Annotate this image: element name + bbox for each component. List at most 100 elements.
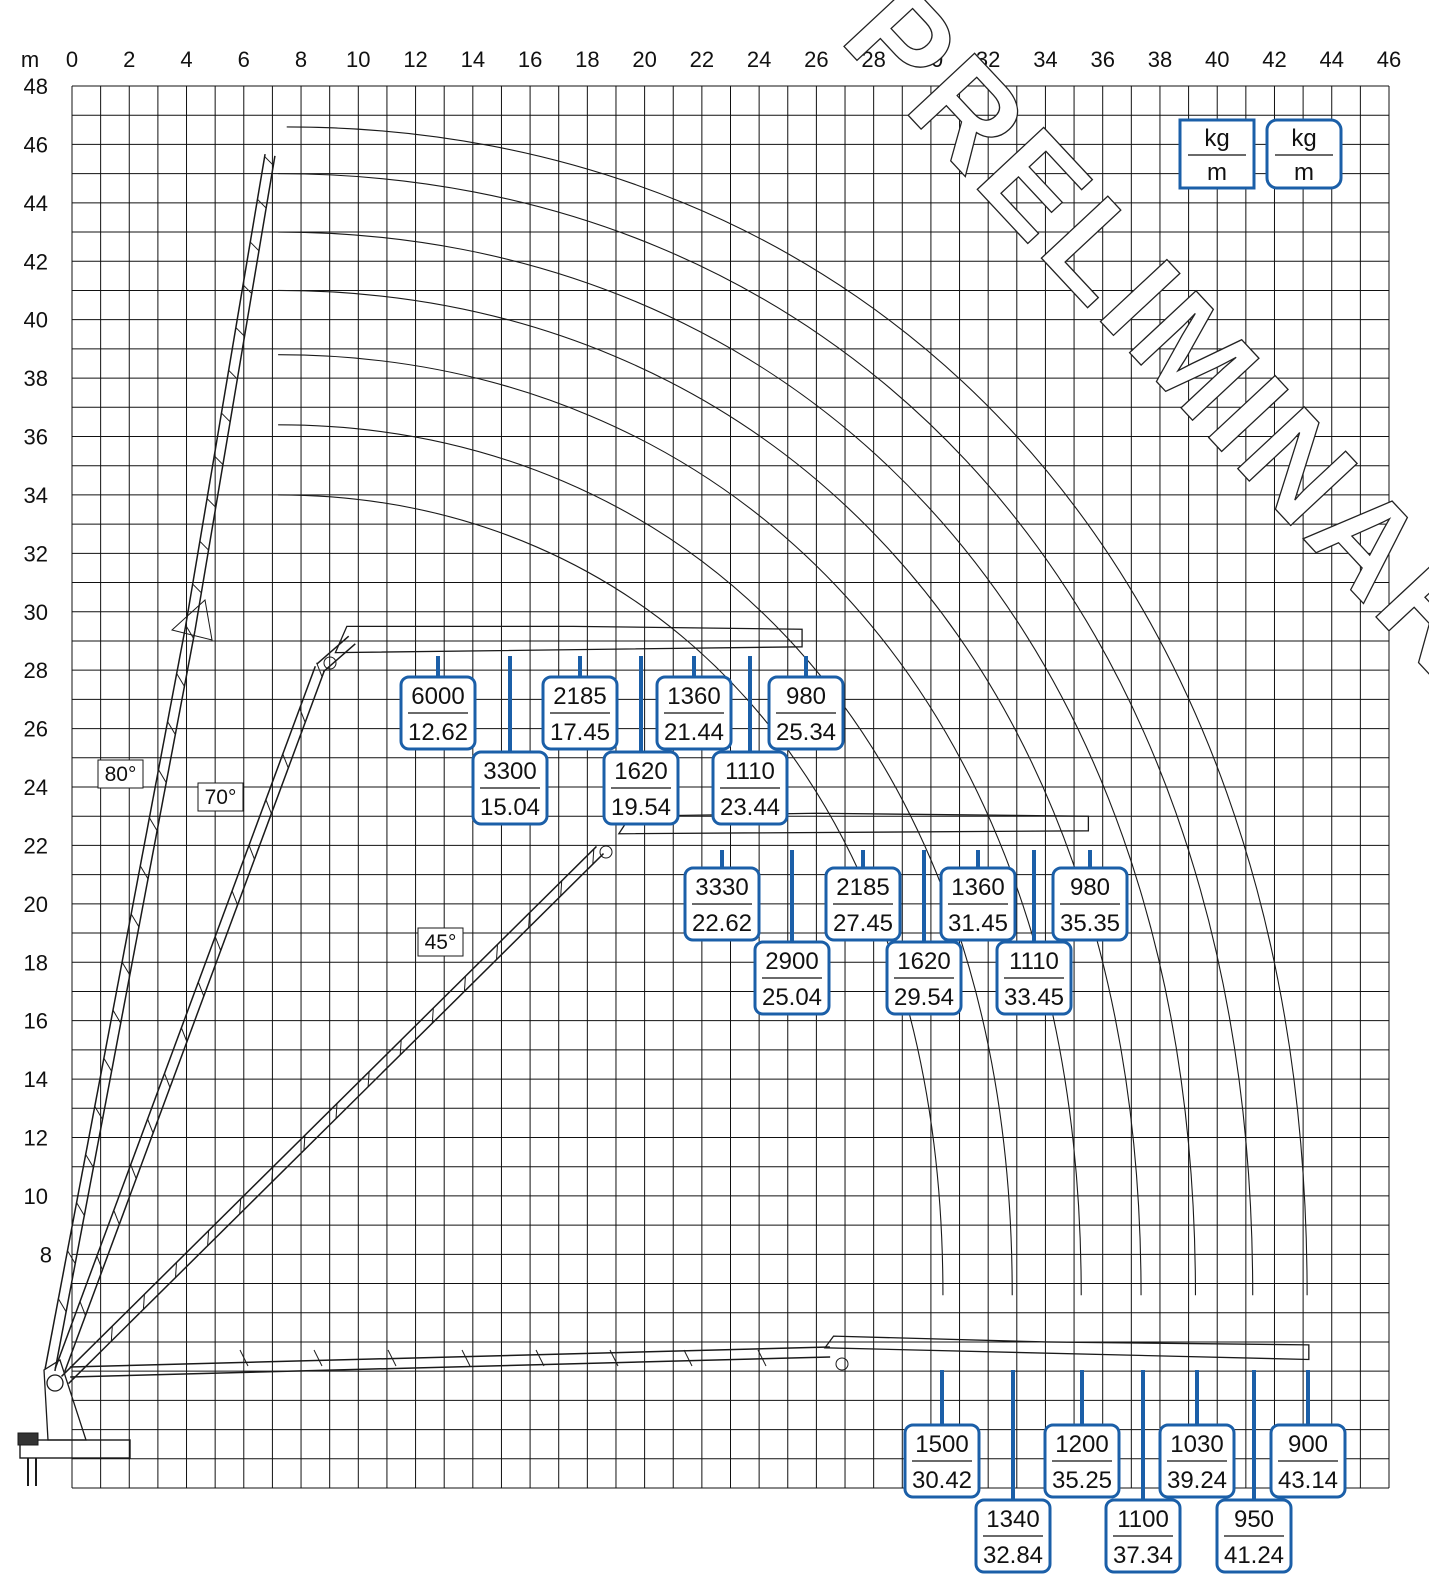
x-tick-label: 14 [461, 47, 485, 72]
load-box-28m-kg: 980 [786, 683, 826, 710]
boom-rib [282, 753, 289, 769]
boom-rib [235, 327, 245, 337]
y-tick-label: 20 [24, 892, 48, 917]
reach-arc [278, 289, 1142, 1296]
y-tick-label: 44 [24, 191, 48, 216]
boom-70-main [54, 666, 317, 1369]
boom-rib [265, 799, 272, 814]
legend-unit-kg: kg [1291, 125, 1316, 152]
load-box-22m-kg: 3330 [695, 874, 748, 901]
boom-rib [167, 721, 176, 735]
boom-rib [199, 540, 209, 551]
load-box-22m-kg: 2185 [836, 874, 889, 901]
boom-80-extension [194, 155, 276, 631]
boom-rib [757, 1349, 767, 1367]
legend-unit-m: m [1294, 159, 1314, 186]
load-box-28m-kg: 6000 [411, 683, 464, 710]
load-box-22m-m: 25.04 [762, 984, 822, 1011]
boom-rib [463, 976, 466, 992]
x-tick-label: 16 [518, 47, 542, 72]
x-tick-label: 38 [1148, 47, 1172, 72]
boom-drawings [17, 154, 1310, 1486]
load-box-22m-kg: 980 [1070, 874, 1110, 901]
boom-rib [130, 1164, 137, 1179]
boom-rib [164, 1073, 171, 1088]
boom-rib [158, 769, 167, 783]
y-tick-label: 26 [24, 717, 48, 742]
boom-rib [239, 1349, 249, 1367]
boom-rib [76, 1202, 85, 1216]
boom-rib [242, 284, 253, 294]
load-box-28m-kg: 3300 [483, 758, 536, 785]
y-tick-label: 18 [24, 950, 48, 975]
boom-28-extension [334, 625, 803, 654]
y-tick-label: 46 [24, 132, 48, 157]
crane-base-block [17, 1432, 39, 1446]
angle-label: 45° [425, 931, 457, 954]
y-tick-label: 38 [24, 366, 48, 391]
load-box-22m-m: 22.62 [692, 910, 752, 937]
load-box-28m-kg: 2185 [553, 683, 606, 710]
slew-pivot [46, 1374, 64, 1392]
x-tick-label: 26 [804, 47, 828, 72]
boom-80-main [54, 630, 196, 1372]
load-box-horizontal-kg: 1340 [986, 1506, 1039, 1533]
load-box-horizontal-m: 39.24 [1167, 1467, 1227, 1494]
load-box-28m-kg: 1110 [725, 758, 775, 785]
boom-rib [113, 1210, 120, 1225]
x-tick-label: 6 [238, 47, 250, 72]
legend-unit-m: m [1207, 159, 1227, 186]
load-box-horizontal-m: 37.34 [1113, 1542, 1173, 1569]
boom-70-pivot [323, 656, 337, 670]
y-tick-label: 32 [24, 541, 48, 566]
y-tick-label: 22 [24, 833, 48, 858]
legend-unit-kg: kg [1204, 125, 1229, 152]
load-box-horizontal-m: 43.14 [1278, 1467, 1338, 1494]
boom-rib [399, 1039, 402, 1055]
x-tick-label: 24 [747, 47, 771, 72]
x-tick-label: 42 [1262, 47, 1286, 72]
boom-rib [96, 1255, 103, 1271]
boom-rib [85, 1154, 94, 1168]
x-tick-label: 40 [1205, 47, 1229, 72]
x-tick-label: 8 [295, 47, 307, 72]
boom-rib [264, 156, 274, 166]
boom-80-knuckle [170, 599, 213, 641]
boom-rib [112, 1009, 122, 1024]
legend-box-square [1178, 118, 1256, 190]
load-box-22m-m: 31.45 [948, 910, 1008, 937]
load-box-22m-m: 33.45 [1004, 984, 1064, 1011]
boom-rib [213, 455, 224, 465]
x-tick-label: 28 [861, 47, 885, 72]
load-box-28m-m: 15.04 [480, 794, 540, 821]
x-unit-label: m [21, 47, 39, 72]
boom-rib [221, 412, 231, 423]
legend-box-rounded [1265, 118, 1343, 190]
boom-rib [609, 1349, 619, 1367]
boom-70-knuckle [316, 635, 350, 665]
load-box-28m-m: 23.44 [720, 794, 780, 821]
load-box-horizontal-m: 41.24 [1224, 1542, 1284, 1569]
load-box-28m-m: 25.34 [776, 719, 836, 746]
load-box-28m-kg: 1620 [614, 758, 667, 785]
load-box-horizontal-kg: 1200 [1055, 1431, 1108, 1458]
boom-rib [313, 1349, 323, 1367]
legend: kg m kg m [1178, 118, 1343, 190]
y-tick-label: 28 [24, 658, 48, 683]
load-box-horizontal-kg: 1030 [1170, 1431, 1223, 1458]
x-tick-label: 18 [575, 47, 599, 72]
x-tick-label: 2 [123, 47, 135, 72]
y-tick-label: 10 [24, 1184, 48, 1209]
boom-rib [231, 890, 239, 906]
y-tick-label: 14 [24, 1067, 48, 1092]
boom-rib [57, 1298, 67, 1312]
boom-rib [560, 880, 563, 896]
boom-rib [214, 936, 222, 951]
boom-rib [175, 1262, 178, 1278]
load-box-28m-m: 12.62 [408, 719, 468, 746]
boom-rib [121, 961, 131, 976]
boom-rib [147, 1118, 154, 1134]
x-tick-label: 20 [632, 47, 656, 72]
y-tick-label: 30 [24, 600, 48, 625]
